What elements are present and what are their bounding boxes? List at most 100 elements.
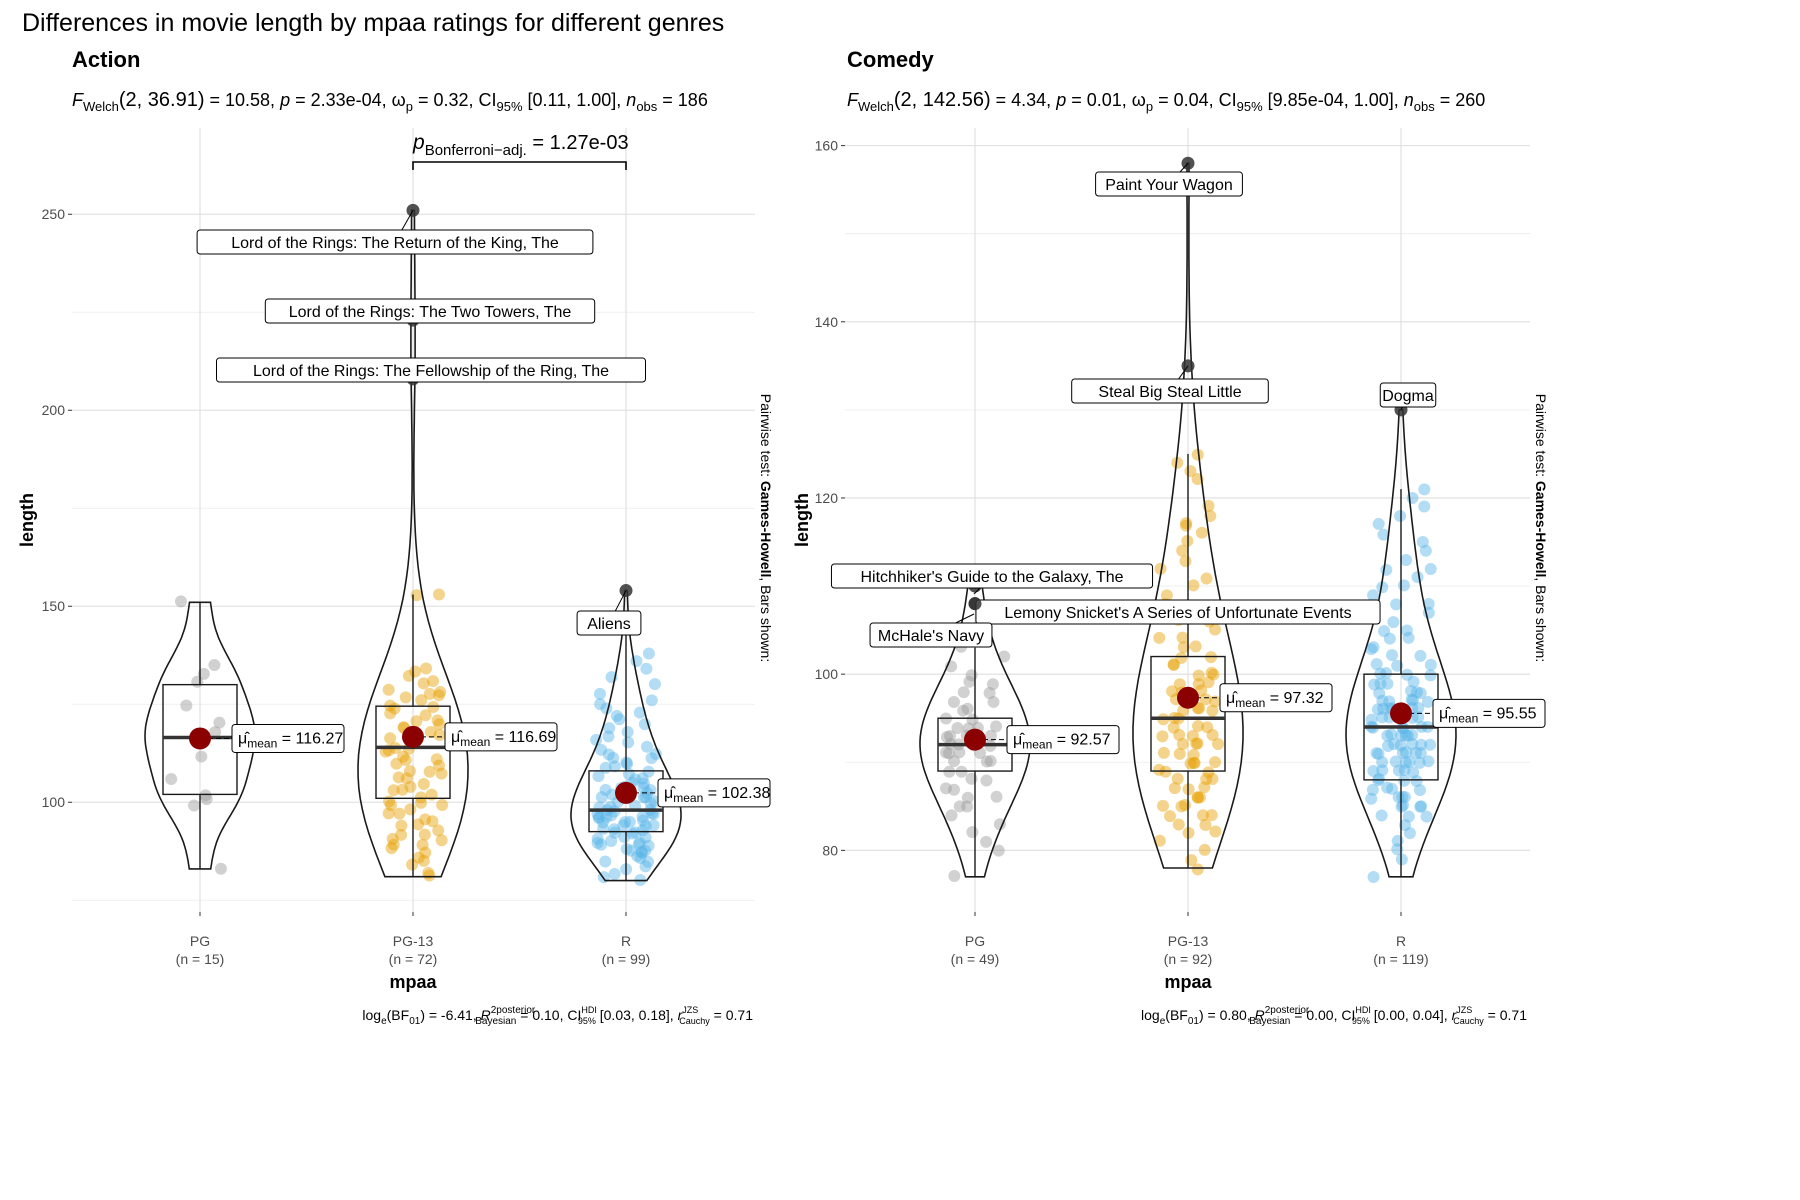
data-point: [400, 772, 413, 785]
data-point: [625, 844, 638, 857]
mean-mu-symbol: μ̂: [238, 730, 250, 747]
data-point: [984, 755, 997, 768]
data-point: [395, 819, 408, 832]
data-point: [1424, 669, 1437, 682]
outlier-label-box: [264, 298, 596, 324]
data-point: [1373, 687, 1386, 700]
pairwise-note: Pairwise test: Games-Howell, Bars shown:: [758, 394, 774, 662]
data-point: [1176, 631, 1189, 644]
stats-subtitle: FWelch(2, 142.56) = 4.34, p = 0.01, ωp =…: [847, 89, 1485, 114]
data-point: [631, 850, 644, 863]
panel-comedy: 80 100 120 140 160 Comedy FWelch(2, 142.56) = …: [792, 47, 1549, 1027]
box-PG-13: [1150, 655, 1226, 772]
data-point: [436, 799, 449, 812]
caption-log-base: e: [381, 1016, 387, 1027]
mean-label: μ̂mean = 102.38: [664, 785, 771, 805]
data-point: [610, 709, 623, 722]
data-point: [1372, 747, 1385, 760]
outlier-label: Lord of the Rings: The Fellowship of the…: [253, 363, 609, 380]
data-point: [1206, 704, 1219, 717]
data-point: [404, 780, 417, 793]
data-point: [414, 791, 427, 804]
data-point: [1414, 649, 1427, 662]
caption-log-base: e: [1160, 1016, 1166, 1027]
data-point: [1195, 684, 1208, 697]
data-point: [197, 667, 210, 680]
data-point: [1392, 764, 1405, 777]
data-point: [1376, 581, 1389, 594]
outlier-label-box: [196, 229, 594, 255]
mean-point: [1390, 702, 1412, 725]
data-point: [402, 669, 415, 682]
data-point: [1191, 791, 1204, 804]
mean-value: = 116.69: [490, 729, 556, 746]
effect-value: = 0.32, CI: [413, 90, 497, 110]
data-point: [992, 844, 1005, 857]
data-point: [1157, 799, 1169, 812]
data-point: [1368, 678, 1381, 691]
data-point: [433, 718, 446, 731]
mean-label-box: [1432, 698, 1546, 728]
pairwise-note-middle: , Bars shown:: [1533, 577, 1549, 662]
data-point: [987, 695, 1000, 708]
y-tick-label: 150: [42, 598, 66, 614]
data-point: [1399, 819, 1412, 832]
caption-r-superscript: JZS: [682, 1005, 698, 1015]
data-point: [986, 678, 999, 691]
data-point: [945, 809, 958, 822]
data-point: [1191, 448, 1204, 461]
data-point: [1195, 526, 1208, 539]
data-point: [399, 691, 412, 704]
y-tick-label: 140: [815, 314, 839, 330]
data-point: [592, 811, 605, 824]
data-point: [1381, 781, 1394, 794]
data-point: [1365, 713, 1378, 726]
caption-ci-value: [0.00, 0.04],: [1370, 1007, 1452, 1023]
data-point: [1400, 553, 1413, 566]
mean-value: = 97.32: [1265, 690, 1323, 707]
data-point: [412, 818, 425, 831]
effect-value: = 0.04, CI: [1153, 90, 1237, 110]
data-point: [980, 755, 993, 768]
data-point: [423, 687, 436, 700]
data-point: [1198, 781, 1211, 794]
data-point: [1160, 589, 1173, 602]
data-point: [1414, 746, 1427, 759]
data-point: [191, 675, 204, 688]
ci-subscript: 95%: [1237, 99, 1263, 114]
data-point: [1176, 737, 1189, 750]
data-point: [639, 831, 652, 844]
mean-mu-symbol: μ̂: [664, 785, 676, 802]
data-point: [1418, 500, 1431, 513]
data-point: [1176, 544, 1189, 557]
outlier-label: Paint Your Wagon: [1105, 177, 1233, 194]
data-point: [1179, 555, 1192, 568]
y-tick-label: 160: [815, 138, 839, 154]
data-point: [397, 750, 410, 763]
caption-r-superscript: JZS: [1456, 1005, 1472, 1015]
data-point: [1406, 738, 1419, 751]
data-point: [607, 751, 620, 764]
outlier-label: McHale's Navy: [878, 628, 984, 645]
n-value: = 260: [1435, 90, 1486, 110]
data-point: [1388, 738, 1401, 751]
data-point: [382, 807, 395, 820]
x-count-label: (n = 49): [951, 951, 1000, 967]
caption-bf-subscript: 01: [1188, 1016, 1200, 1027]
data-point: [596, 816, 609, 829]
data-point: [1202, 766, 1215, 779]
data-point: [626, 827, 639, 840]
data-point: [1211, 737, 1224, 750]
data-point: [399, 754, 412, 767]
mean-value: = 102.38: [703, 785, 770, 802]
data-point: [1380, 563, 1393, 576]
data-point: [1399, 756, 1412, 769]
data-point: [599, 783, 612, 796]
data-point: [1157, 746, 1170, 759]
outlier-label: Hitchhiker's Guide to the Galaxy, The: [860, 569, 1123, 586]
data-point: [1172, 818, 1185, 831]
data-point: [1175, 800, 1188, 813]
data-point: [1187, 748, 1200, 761]
data-point: [1376, 711, 1389, 724]
data-point: [208, 659, 221, 672]
